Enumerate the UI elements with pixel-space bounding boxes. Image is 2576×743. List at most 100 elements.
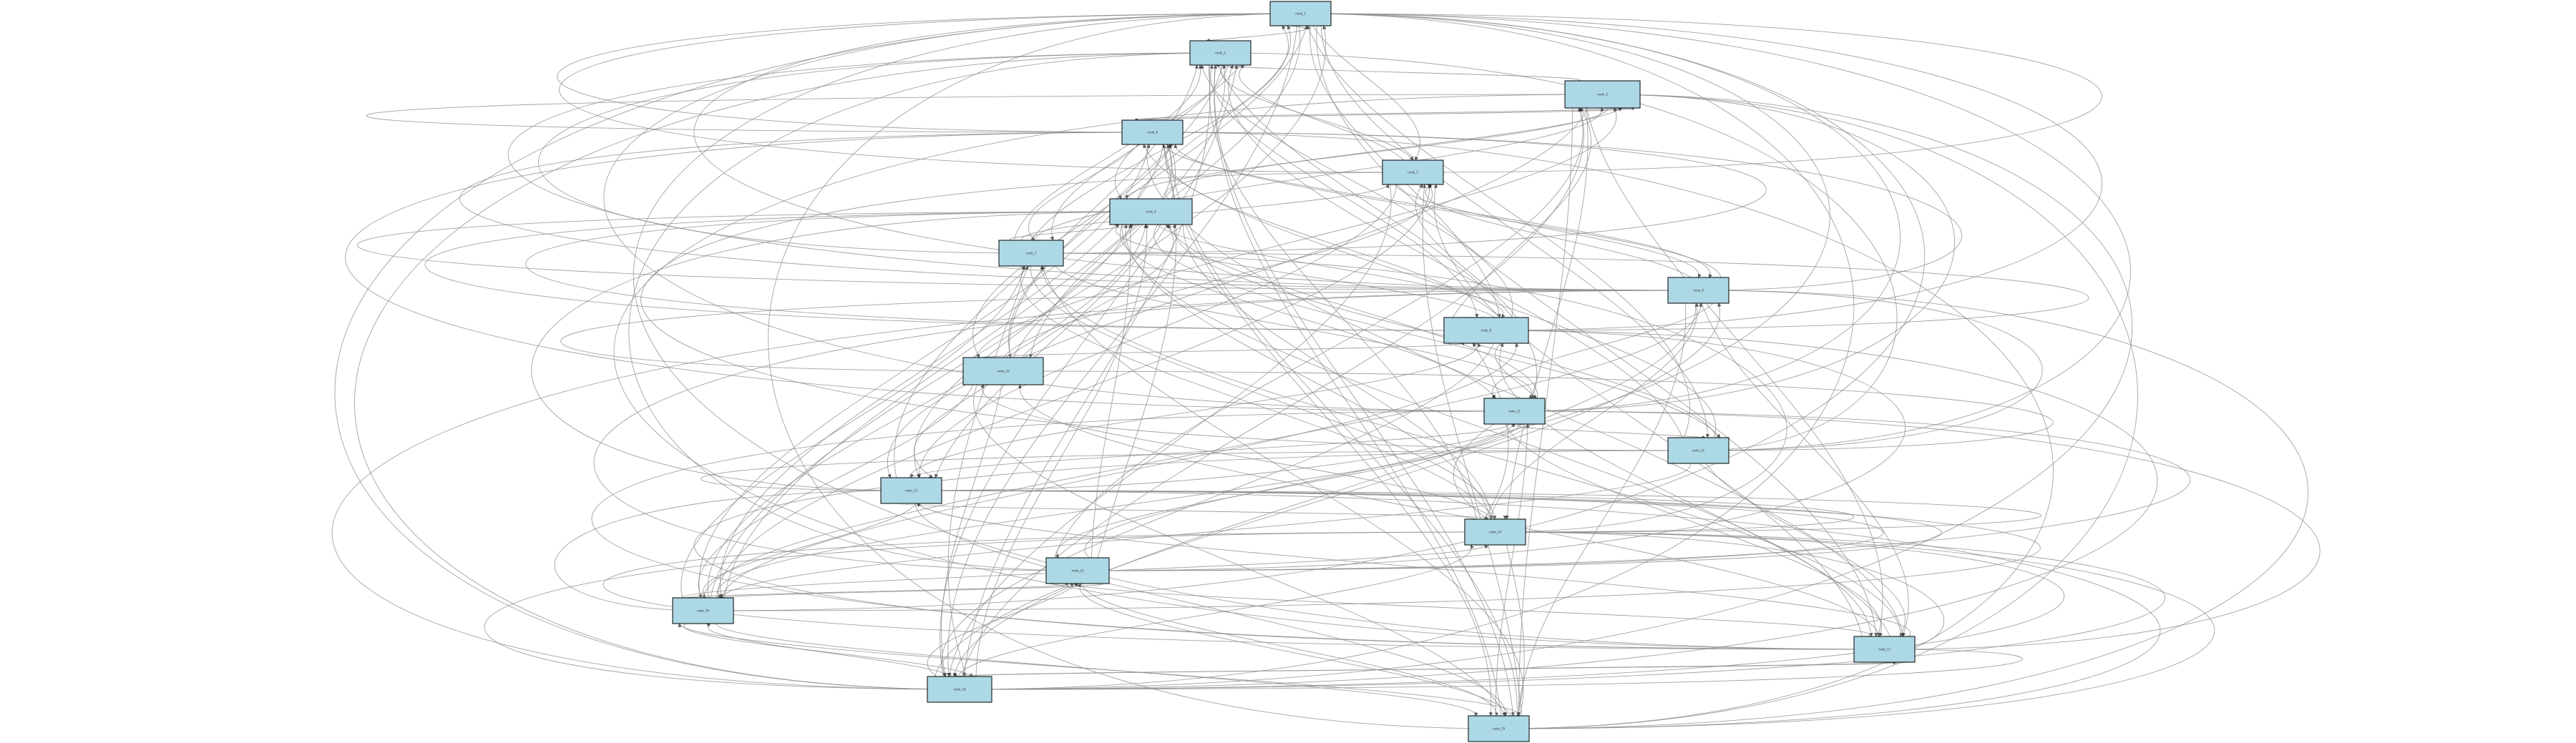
- edge: [1320, 25, 1710, 438]
- edge: [1091, 224, 1133, 559]
- edge: [1516, 423, 1707, 440]
- edge: [1415, 184, 1517, 318]
- node-label: node_1: [1295, 12, 1306, 16]
- node-box: [672, 597, 734, 624]
- graph-node[interactable]: node_5: [1382, 159, 1444, 185]
- edge: [927, 583, 1079, 677]
- edge: [723, 64, 1226, 599]
- edge: [1220, 52, 1898, 453]
- edge: [1013, 64, 1203, 241]
- edge: [1307, 25, 1690, 438]
- edge: [531, 211, 1151, 493]
- graph-node[interactable]: node_11: [1483, 398, 1546, 425]
- edge: [961, 107, 1584, 677]
- node-box: [1468, 715, 1530, 742]
- edge: [1213, 64, 1502, 717]
- edge: [701, 503, 917, 599]
- edge: [898, 503, 1507, 520]
- graph-node[interactable]: node_13: [880, 477, 942, 504]
- edge: [1030, 251, 2089, 331]
- graph-node[interactable]: node_8: [1667, 277, 1729, 304]
- edge: [603, 13, 1516, 413]
- edge: [959, 330, 2158, 692]
- edge: [1498, 92, 2138, 729]
- graph-node[interactable]: node_4: [1121, 119, 1184, 145]
- edge: [554, 490, 912, 613]
- edge: [1157, 224, 1506, 318]
- node-box: [1109, 198, 1193, 225]
- edge: [722, 343, 1519, 599]
- edge: [678, 623, 1521, 717]
- graph-node[interactable]: node_15: [1045, 557, 1110, 584]
- edge: [557, 11, 1302, 133]
- edge: [1300, 13, 2102, 333]
- node-label: node_18: [953, 688, 966, 692]
- edge: [1174, 144, 1722, 278]
- edge: [1505, 423, 1883, 637]
- graph-node[interactable]: node_17: [1853, 636, 1916, 663]
- edge: [1215, 64, 1581, 82]
- graph-node[interactable]: node_3: [1564, 80, 1641, 109]
- edge: [1494, 530, 1944, 650]
- edge: [1165, 107, 1623, 200]
- graph-node[interactable]: node_12: [1667, 437, 1729, 464]
- edge: [1495, 423, 1530, 717]
- node-label: node_5: [1407, 171, 1418, 174]
- graph-node[interactable]: node_16: [672, 597, 734, 624]
- graph-node[interactable]: node_19: [1468, 715, 1530, 742]
- node-box: [1667, 277, 1729, 304]
- edge: [768, 11, 1499, 729]
- edge: [957, 544, 1474, 677]
- edge: [917, 184, 1397, 478]
- graph-node[interactable]: node_18: [927, 676, 992, 703]
- edge: [1008, 64, 1223, 358]
- edge: [1120, 224, 1496, 399]
- node-label: node_3: [1597, 93, 1608, 97]
- edge: [525, 210, 1487, 331]
- node-box: [1382, 159, 1444, 185]
- edge: [1077, 330, 1906, 573]
- edge: [974, 107, 1618, 358]
- node-box: [1564, 80, 1641, 109]
- edge: [710, 25, 1327, 599]
- edge: [1021, 224, 1174, 358]
- edge: [593, 290, 1699, 573]
- node-label: node_2: [1215, 51, 1226, 55]
- graph-node[interactable]: node_10: [962, 357, 1044, 385]
- edge: [1028, 144, 1139, 241]
- edge: [1167, 224, 1538, 399]
- edge: [959, 530, 2064, 690]
- edge: [1200, 64, 1513, 318]
- edge: [559, 13, 1414, 174]
- edge: [1135, 107, 1633, 122]
- graph-node[interactable]: node_1: [1269, 1, 1332, 26]
- graph-node[interactable]: node_9: [1443, 317, 1529, 344]
- edge: [1009, 224, 1134, 241]
- edge: [706, 623, 953, 677]
- edge: [942, 343, 1495, 677]
- edge: [1316, 25, 1878, 637]
- node-label: node_9: [1481, 329, 1492, 333]
- edge: [484, 530, 1496, 690]
- node-box: [1269, 1, 1332, 26]
- graph-node[interactable]: node_2: [1189, 40, 1252, 66]
- edge: [1054, 107, 1584, 559]
- node-box: [927, 676, 992, 703]
- edge: [334, 13, 1301, 692]
- node-box: [1045, 557, 1110, 584]
- node-label: node_17: [1878, 648, 1891, 651]
- edge: [1031, 25, 1289, 241]
- node-label: node_15: [1071, 569, 1084, 573]
- edge: [917, 503, 1911, 637]
- graph-node[interactable]: node_7: [998, 240, 1064, 267]
- edge: [1077, 409, 2191, 571]
- edge: [591, 409, 1885, 650]
- edge: [716, 184, 1432, 599]
- graph-node[interactable]: node_6: [1109, 198, 1193, 225]
- edge: [1697, 290, 2043, 453]
- edge: [331, 288, 1699, 690]
- graph-node[interactable]: node_14: [1464, 518, 1526, 546]
- edge: [909, 423, 1510, 478]
- edge: [980, 384, 1493, 520]
- node-box: [998, 240, 1064, 267]
